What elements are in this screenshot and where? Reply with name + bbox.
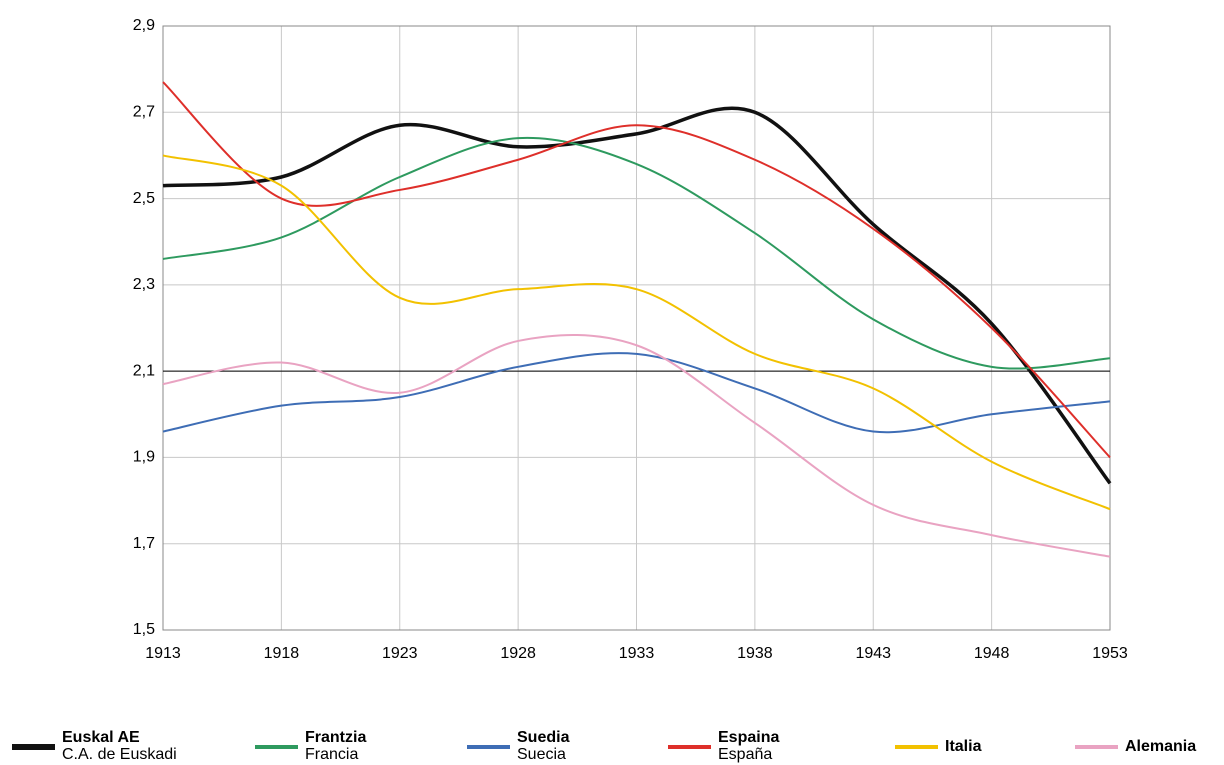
series-line xyxy=(162,334,1111,558)
legend-label: Alemania xyxy=(1125,738,1196,755)
y-tick-label: 1,5 xyxy=(133,621,155,638)
legend-sublabel: Suecia xyxy=(517,746,566,763)
y-tick-label: 1,9 xyxy=(133,449,155,466)
series-line xyxy=(162,136,1111,370)
x-tick-label: 1938 xyxy=(737,645,773,662)
legend-sublabel: Francia xyxy=(305,746,358,763)
x-tick-label: 1953 xyxy=(1092,645,1128,662)
legend-label: Espaina xyxy=(718,729,779,746)
y-tick-label: 2,3 xyxy=(133,276,155,293)
legend-label: Italia xyxy=(945,738,982,755)
x-tick-label: 1928 xyxy=(500,645,536,662)
series-line xyxy=(162,154,1111,511)
x-tick-label: 1948 xyxy=(974,645,1010,662)
legend-label: Suedia xyxy=(517,729,570,746)
x-tick-label: 1943 xyxy=(855,645,891,662)
x-tick-label: 1913 xyxy=(145,645,181,662)
y-tick-label: 1,7 xyxy=(133,535,155,552)
legend-sublabel: C.A. de Euskadi xyxy=(62,746,177,763)
legend-sublabel: España xyxy=(718,746,772,763)
x-tick-label: 1923 xyxy=(382,645,418,662)
series-line xyxy=(162,352,1111,434)
y-tick-label: 2,1 xyxy=(133,362,155,379)
x-tick-label: 1918 xyxy=(264,645,300,662)
legend-label: Euskal AE xyxy=(62,729,140,746)
y-tick-label: 2,9 xyxy=(133,17,155,34)
plot-frame xyxy=(162,25,1111,631)
legend-label: Frantzia xyxy=(305,729,366,746)
x-tick-label: 1933 xyxy=(619,645,655,662)
y-tick-label: 2,5 xyxy=(133,190,155,207)
y-tick-label: 2,7 xyxy=(133,104,155,121)
